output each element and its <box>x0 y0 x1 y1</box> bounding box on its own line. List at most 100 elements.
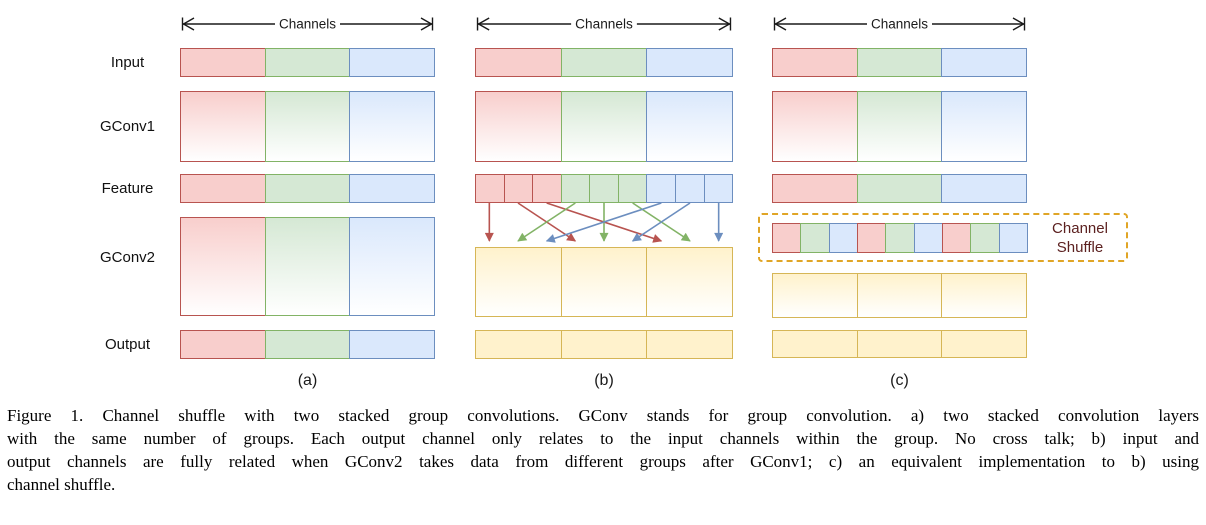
channels-label: Channels <box>575 17 633 32</box>
gconv2-row <box>180 217 436 316</box>
gconv2-row <box>772 273 1028 318</box>
green-channel-block <box>264 330 351 359</box>
blue-channel-block <box>913 223 943 253</box>
channel-shuffle-label-line1: Channel <box>1052 220 1108 237</box>
blue-channel-block <box>349 174 436 203</box>
caption-line-4: channel shuffle. <box>7 475 116 494</box>
green-channel-block <box>560 174 591 203</box>
feature-row-split <box>475 174 734 203</box>
channel-shuffle-label: Channel Shuffle <box>1034 219 1126 257</box>
blue-channel-block <box>941 91 1028 162</box>
panel-tag-b: (b) <box>594 372 614 389</box>
green-channel-block <box>617 174 648 203</box>
red-channel-block <box>475 48 562 77</box>
yellow-channel-block <box>941 330 1028 358</box>
green-channel-block <box>264 91 351 162</box>
yellow-channel-block <box>646 330 734 359</box>
red-channel-block <box>532 174 562 203</box>
green-channel-block <box>885 223 915 253</box>
shuffle-arrow-green <box>517 202 576 242</box>
panel-c: Channels (c) <box>772 0 1028 400</box>
blue-channel-block <box>349 330 436 359</box>
gconv1-row <box>180 91 436 162</box>
yellow-channel-block <box>475 247 562 317</box>
yellow-channel-block <box>941 273 1028 318</box>
row-label-input: Input <box>110 54 145 71</box>
caption-line-2: with the same number of groups. Each out… <box>7 429 1199 448</box>
blue-channel-block <box>828 223 858 253</box>
green-channel-block <box>560 91 648 162</box>
blue-channel-block <box>646 48 734 77</box>
feature-row <box>772 174 1028 203</box>
row-label-gconv2: GConv2 <box>99 249 156 266</box>
gconv2-row <box>475 247 734 317</box>
input-row <box>180 48 436 77</box>
feature-row <box>180 174 436 203</box>
blue-channel-block <box>941 174 1028 203</box>
red-channel-block <box>772 48 858 77</box>
red-channel-block <box>180 91 266 162</box>
red-channel-block <box>772 174 858 203</box>
blue-channel-block <box>349 48 436 77</box>
row-label-feature: Feature <box>101 180 154 197</box>
panel-a: Channels (a) <box>180 0 436 400</box>
gconv1-row <box>475 91 734 162</box>
red-channel-block <box>180 217 266 316</box>
green-channel-block <box>856 48 943 77</box>
red-channel-block <box>180 174 266 203</box>
channels-arrow: Channels <box>476 17 732 32</box>
red-channel-block <box>180 330 266 359</box>
panel-tag-c: (c) <box>890 372 909 389</box>
gconv1-row <box>772 91 1028 162</box>
yellow-channel-block <box>856 273 943 318</box>
green-channel-block <box>856 174 943 203</box>
caption-line-3: output channels are fully related when G… <box>7 452 1199 471</box>
blue-channel-block <box>998 223 1028 253</box>
yellow-channel-block <box>475 330 562 359</box>
shuffle-arrow-blue <box>631 202 691 242</box>
red-channel-block <box>772 223 802 253</box>
yellow-channel-block <box>856 330 943 358</box>
channel-shuffle-box: Channel Shuffle <box>758 213 1128 262</box>
blue-channel-block <box>674 174 705 203</box>
input-row <box>772 48 1028 77</box>
caption-line-1: Figure 1. Channel shuffle with two stack… <box>7 406 1199 425</box>
red-channel-block <box>180 48 266 77</box>
green-channel-block <box>800 223 830 253</box>
red-channel-block <box>772 91 858 162</box>
green-channel-block <box>264 174 351 203</box>
blue-channel-block <box>349 217 436 316</box>
channel-shuffle-label-line2: Shuffle <box>1056 239 1104 256</box>
yellow-channel-block <box>646 247 734 317</box>
blue-channel-block <box>941 48 1028 77</box>
panel-tag-a: (a) <box>297 372 318 389</box>
figure-caption: Figure 1. Channel shuffle with two stack… <box>7 404 1199 496</box>
green-channel-block <box>264 217 351 316</box>
channels-arrow: Channels <box>773 17 1026 32</box>
channels-arrow: Channels <box>181 17 434 32</box>
shuffle-arrows <box>484 202 724 243</box>
green-channel-block <box>856 91 943 162</box>
shuffled-feature-row <box>772 223 1028 253</box>
red-channel-block <box>475 91 562 162</box>
channels-label: Channels <box>279 17 336 32</box>
input-row <box>475 48 734 77</box>
green-channel-block <box>264 48 351 77</box>
yellow-channel-block <box>560 247 648 317</box>
row-label-gconv1: GConv1 <box>99 118 156 135</box>
blue-channel-block <box>349 91 436 162</box>
blue-channel-block <box>703 174 734 203</box>
yellow-channel-block <box>772 330 858 358</box>
blue-channel-block <box>646 91 734 162</box>
output-row <box>772 330 1028 358</box>
green-channel-block <box>589 174 619 203</box>
panel-b: Channels (b) <box>475 0 734 400</box>
red-channel-block <box>941 223 972 253</box>
row-label-output: Output <box>104 336 151 353</box>
yellow-channel-block <box>560 330 648 359</box>
yellow-channel-block <box>772 273 858 318</box>
output-row <box>180 330 436 359</box>
channels-label: Channels <box>871 17 928 32</box>
output-row <box>475 330 734 359</box>
